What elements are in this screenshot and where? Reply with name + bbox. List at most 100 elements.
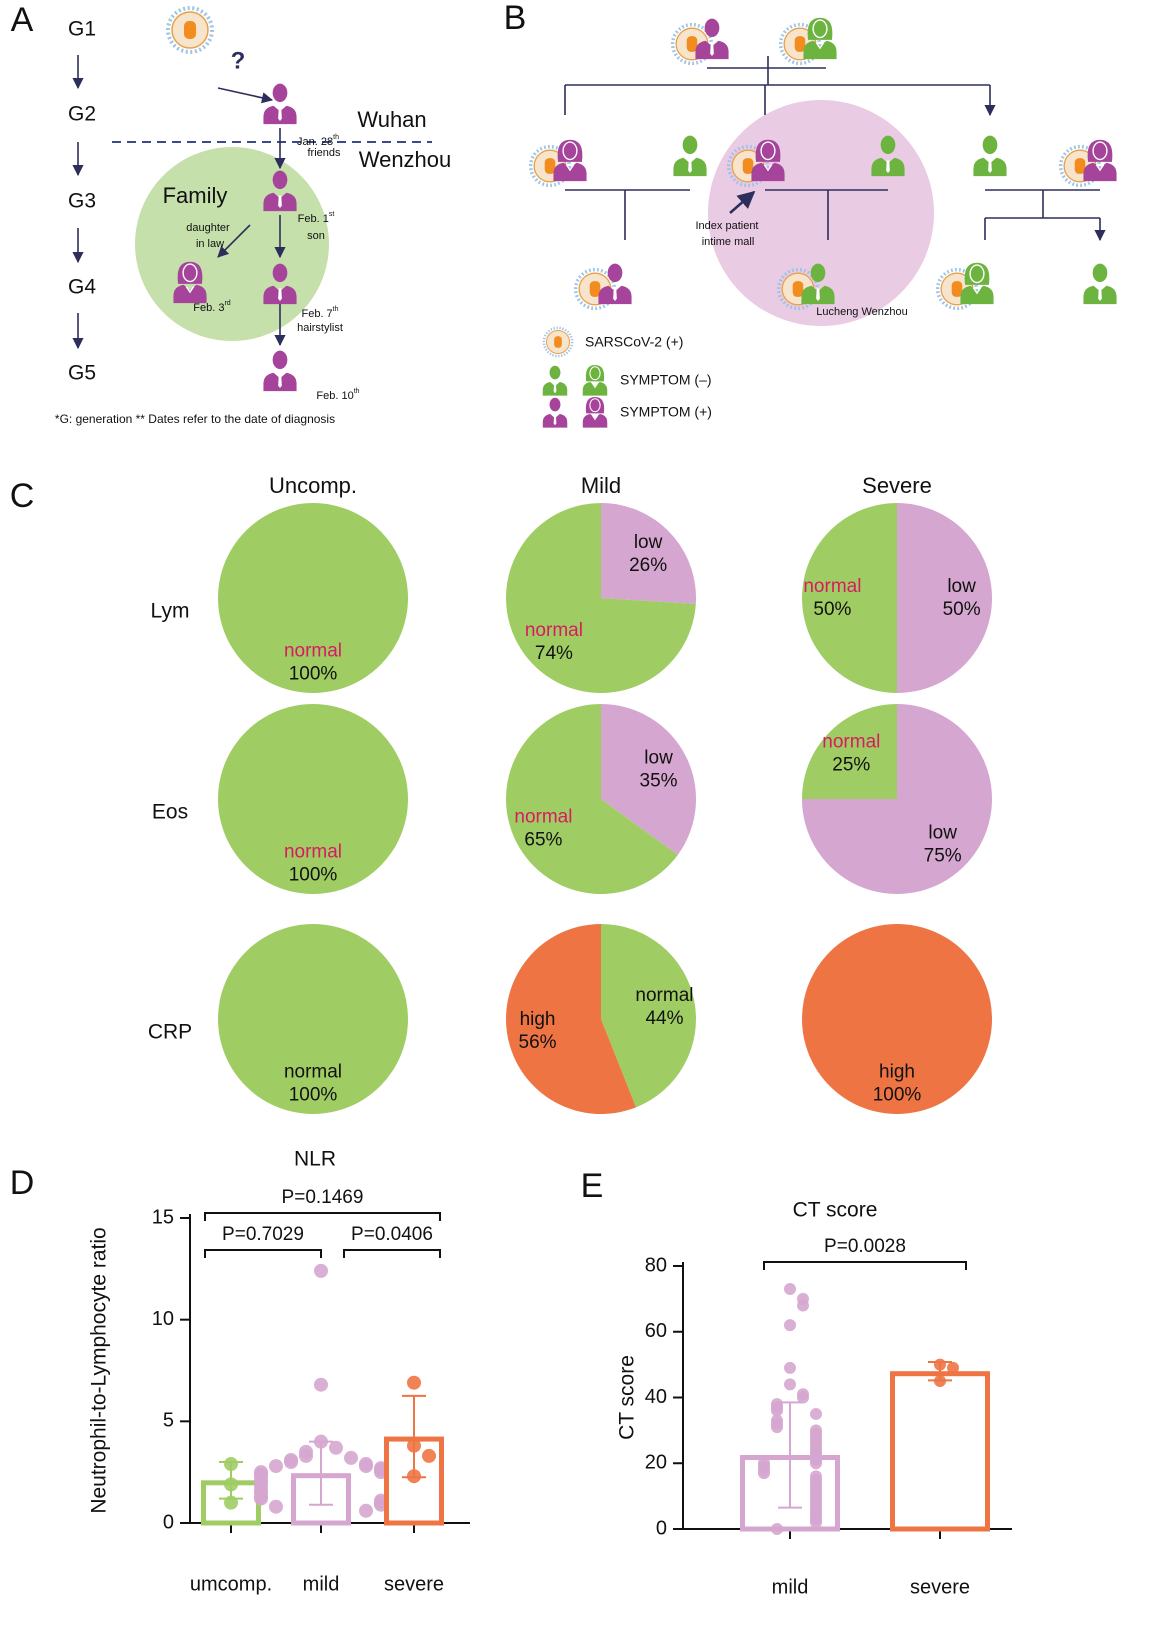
- data-point: [299, 1448, 313, 1463]
- pie-slice: [601, 503, 696, 604]
- generation-label: G3: [68, 190, 96, 213]
- pie-slice: [601, 704, 697, 855]
- generation-label: G2: [68, 103, 96, 126]
- y-tick-label: 40: [645, 1386, 667, 1408]
- error-bar: [309, 1440, 333, 1506]
- slice-category: normal: [822, 731, 880, 752]
- y-tick-label: 0: [656, 1517, 667, 1539]
- slice-category: low: [947, 576, 976, 597]
- pie-slice: [218, 704, 408, 894]
- x-tick-label: mild: [303, 1573, 340, 1595]
- slice-value: 74%: [535, 643, 573, 664]
- tree-line: [565, 189, 1100, 219]
- slice-category: normal: [284, 641, 342, 662]
- relation-label: daughter: [186, 222, 230, 234]
- male-icon: [542, 365, 568, 396]
- pie-slice: [218, 503, 408, 693]
- panel-b-tree: [564, 56, 1100, 240]
- case-date: Feb. 7th: [301, 306, 338, 320]
- slice-value: 100%: [873, 1085, 922, 1106]
- pie-slice: [802, 503, 897, 693]
- pie-slice: [897, 503, 992, 693]
- data-point: [422, 1448, 436, 1463]
- chart-title: NLR: [294, 1148, 336, 1171]
- case-note: son: [307, 230, 325, 242]
- female-icon: [582, 364, 608, 397]
- location-label: Lucheng Wenzhou: [816, 306, 908, 318]
- panel-label: E: [581, 1167, 604, 1205]
- y-tick-label: 80: [645, 1254, 667, 1276]
- slice-value: 26%: [629, 555, 667, 576]
- y-tick-label: 0: [163, 1511, 174, 1533]
- legend-label: SARSCoV-2 (+): [585, 334, 683, 350]
- male-icon: [1083, 263, 1117, 305]
- y-tick-label: 15: [152, 1206, 174, 1228]
- date-suffix: th: [354, 388, 360, 395]
- place-label: Wenzhou: [359, 147, 452, 172]
- data-point: [797, 1391, 809, 1404]
- data-point: [784, 1283, 796, 1296]
- data-point: [359, 1459, 373, 1474]
- row-title: Eos: [152, 801, 188, 824]
- slice-value: 65%: [524, 829, 562, 850]
- case-date: Feb. 3rd: [193, 300, 231, 314]
- male-icon: [263, 83, 297, 125]
- date-suffix: st: [329, 211, 335, 218]
- data-point: [269, 1499, 283, 1514]
- generation-label: G4: [68, 276, 96, 299]
- slice-category: normal: [803, 576, 861, 597]
- female-icon: [582, 396, 608, 429]
- error-bar: [778, 1401, 802, 1509]
- index-arrow: [729, 190, 756, 214]
- x-tick-label: umcomp.: [190, 1573, 272, 1595]
- relation-label: in law: [196, 238, 224, 250]
- data-point: [771, 1523, 783, 1535]
- slice-category: high: [879, 1062, 915, 1083]
- slice-value: 50%: [813, 599, 851, 620]
- pie-slice: [506, 704, 678, 894]
- tree-arrow: [624, 190, 1100, 240]
- virus-icon: [166, 6, 214, 54]
- footnote: *G: generation ** Dates refer to the dat…: [55, 412, 335, 426]
- chart-title: CT score: [793, 1199, 878, 1222]
- female-icon: [802, 17, 838, 60]
- pie-slice: [601, 924, 696, 1108]
- error-bar: [219, 1461, 243, 1500]
- data-point: [947, 1361, 959, 1374]
- date-suffix: th: [333, 306, 339, 313]
- significance-bracket: [343, 1249, 441, 1258]
- data-point: [784, 1361, 796, 1374]
- date: Jan. 28: [297, 136, 333, 148]
- arrow: [217, 224, 251, 258]
- data-point: [359, 1503, 373, 1518]
- panel-label: A: [11, 1, 34, 39]
- y-tick-label: 20: [645, 1452, 667, 1474]
- data-point: [284, 1455, 298, 1469]
- slice-value: 75%: [924, 846, 962, 867]
- y-tick-label: 5: [163, 1410, 174, 1432]
- x-tick-label: severe: [910, 1576, 970, 1598]
- slice-category: normal: [284, 1062, 342, 1083]
- slice-category: high: [520, 1009, 556, 1030]
- significance-bracket: [204, 1249, 322, 1258]
- data-point: [771, 1404, 783, 1417]
- slice-category: normal: [525, 620, 583, 641]
- question-mark: ?: [231, 47, 246, 74]
- date: Feb. 7: [301, 308, 332, 320]
- female-icon: [1082, 139, 1118, 182]
- p-value: P=0.1469: [282, 1187, 364, 1208]
- p-value: P=0.0406: [351, 1224, 433, 1245]
- panel-label: B: [504, 0, 527, 37]
- panel-a-arrows: [72, 55, 286, 350]
- slice-category: low: [928, 823, 957, 844]
- case-date: Feb. 10th: [316, 388, 359, 402]
- index-label: Index patient: [696, 220, 759, 232]
- error-bar: [928, 1360, 952, 1382]
- generation-label: G1: [68, 18, 96, 41]
- data-point: [269, 1459, 283, 1474]
- pie-slice: [802, 704, 897, 799]
- slice-value: 100%: [289, 664, 338, 685]
- slice-value: 35%: [640, 771, 678, 792]
- significance-bracket: [763, 1261, 967, 1270]
